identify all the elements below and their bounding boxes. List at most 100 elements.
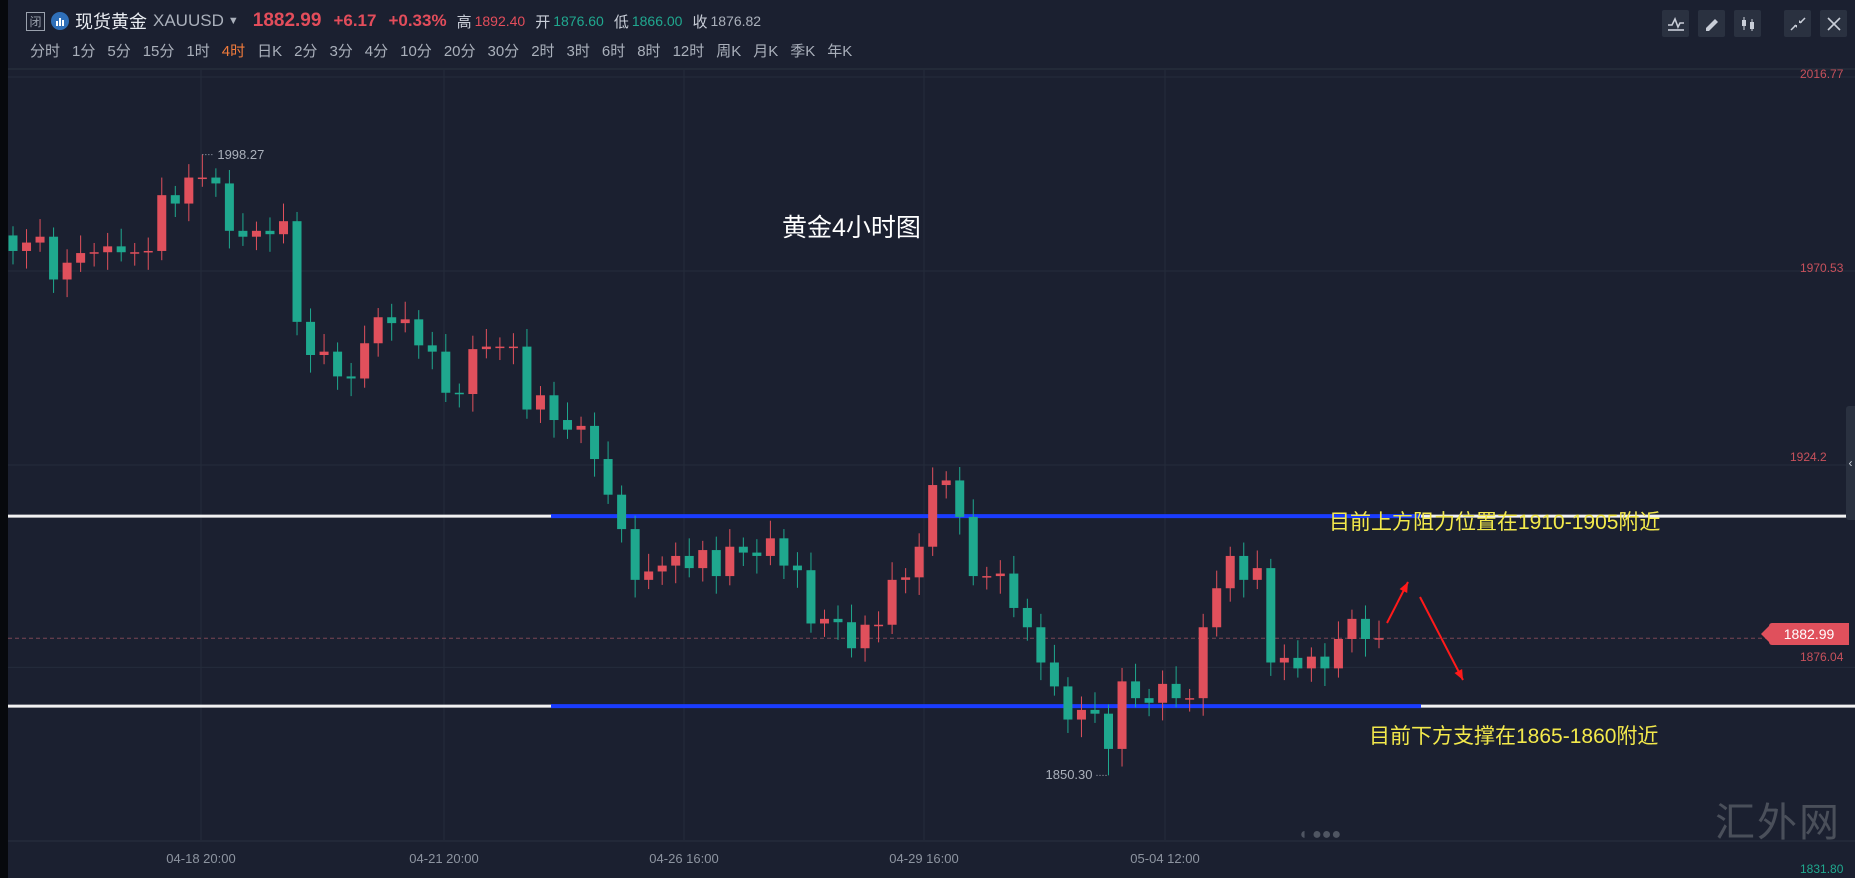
x-axis-label: 04-18 20:00 — [166, 851, 236, 866]
candle-body — [1049, 662, 1059, 687]
logo: ◖ ●●● — [1298, 826, 1342, 843]
candle-body — [684, 555, 694, 569]
timeframe-tab[interactable]: 30分 — [487, 43, 520, 60]
timeframe-tab[interactable]: 季K — [790, 43, 816, 60]
symbol-dropdown-icon[interactable]: ▼ — [227, 15, 239, 27]
chevron-left-icon: ‹ — [1848, 456, 1853, 470]
timeframe-tab[interactable]: 2时 — [531, 43, 555, 60]
candle-body — [995, 573, 1005, 577]
timeframe-tab[interactable]: 1分 — [72, 43, 96, 60]
candle-body — [76, 253, 86, 263]
timeframe-tab[interactable]: 5分 — [107, 43, 131, 60]
indicator-icon — [1667, 16, 1684, 31]
high-value: 1892.40 — [474, 13, 526, 29]
indicator-button[interactable] — [1662, 10, 1689, 37]
timeframe-tab[interactable]: 4分 — [364, 43, 389, 60]
candle-body — [982, 576, 992, 578]
current-price-tag: 1882.99 — [1761, 623, 1849, 645]
min-price-label: 1850.30 — [1045, 767, 1093, 783]
draw-button[interactable] — [1698, 10, 1725, 37]
timeframe-tab[interactable]: 12时 — [672, 43, 705, 60]
candle-body — [1239, 555, 1249, 580]
candle-body — [224, 183, 234, 231]
candle-body — [1347, 618, 1357, 640]
timeframe-tab[interactable]: 2分 — [294, 43, 318, 60]
candle-body — [184, 177, 194, 204]
candle-body — [630, 529, 640, 580]
candle-body — [806, 570, 816, 624]
candle-body — [941, 480, 951, 486]
candle-body — [373, 317, 383, 344]
candle-body — [143, 250, 153, 253]
candle-body — [549, 395, 559, 421]
candle-body — [1198, 627, 1208, 699]
timeframe-tab[interactable]: 日K — [257, 43, 283, 60]
candle-body — [603, 459, 613, 495]
candle-body — [292, 221, 302, 322]
candle-body — [89, 252, 99, 254]
candle-body — [1144, 698, 1154, 703]
timeframe-tab[interactable]: 4时 — [221, 43, 246, 60]
timeframe-tab[interactable]: 10分 — [400, 43, 432, 60]
candle-body — [1320, 656, 1330, 669]
candle-body — [1009, 573, 1019, 608]
candle-body — [468, 349, 478, 395]
candle-body — [671, 555, 681, 566]
candle-body — [819, 618, 829, 624]
timeframe-tab[interactable]: 6时 — [601, 43, 626, 60]
candle-body — [968, 516, 978, 577]
symbol-code[interactable]: XAUUSD — [153, 11, 224, 30]
timeframe-tab[interactable]: 分时 — [30, 43, 61, 60]
candle-body — [211, 177, 221, 184]
timeframe-tab[interactable]: 3分 — [329, 43, 353, 60]
candle-body — [1171, 683, 1181, 699]
collapse-button[interactable] — [1784, 10, 1811, 37]
timeframe-tab[interactable]: 3时 — [566, 43, 590, 60]
price-change: +6.17 — [333, 11, 377, 30]
candle-body — [590, 425, 600, 460]
timeframe-tab[interactable]: 周K — [716, 43, 742, 60]
support-annotation: 目前下方支撑在1865-1860附近 — [1369, 725, 1659, 748]
chart-type-button[interactable] — [1734, 10, 1761, 37]
candle-body — [197, 177, 207, 180]
low-value: 1866.00 — [631, 13, 683, 29]
candle-body — [1360, 618, 1370, 640]
candle-body — [238, 230, 248, 237]
candle-body — [116, 246, 126, 253]
candle-body — [1279, 657, 1289, 663]
x-axis-label: 04-26 16:00 — [649, 851, 719, 866]
close-button[interactable] — [1820, 10, 1847, 37]
candle-body — [563, 420, 573, 430]
x-axis-label: 05-04 12:00 — [1130, 851, 1200, 866]
candle-body — [1022, 607, 1032, 628]
candle-body — [1225, 555, 1235, 589]
candle-body — [1185, 698, 1195, 700]
last-price: 1882.99 — [252, 10, 322, 31]
candle-body — [576, 425, 586, 430]
candle-body — [251, 230, 261, 237]
chart-header: 闭 现货黄金 XAUUSD ▼ 1882.99 +6.17 +0.33% 高 1… — [8, 0, 1855, 70]
candle-body — [35, 236, 45, 243]
candle-body — [752, 552, 762, 556]
candle-body — [765, 538, 775, 556]
x-axis-label: 04-21 20:00 — [409, 851, 479, 866]
resistance-annotation: 目前上方阻力位置在1910-1905附近 — [1329, 511, 1661, 534]
timeframe-tab[interactable]: 15分 — [142, 43, 175, 60]
timeframe-tab[interactable]: 1时 — [186, 43, 210, 60]
candle-body — [711, 550, 721, 577]
timeframe-tab[interactable]: 20分 — [443, 43, 476, 60]
candle-body — [22, 242, 32, 251]
candle-body — [1212, 588, 1222, 628]
timeframe-tab[interactable]: 8时 — [637, 43, 661, 60]
open-label: 开 — [535, 13, 551, 31]
max-price-label: 1998.27 — [217, 146, 265, 162]
side-panel-toggle[interactable]: ‹ — [1846, 406, 1855, 520]
timeframe-tab[interactable]: 年K — [827, 43, 853, 60]
candle-body — [955, 480, 965, 517]
timeframe-tab[interactable]: 月K — [753, 43, 779, 60]
open-value: 1876.60 — [553, 13, 604, 29]
candle-body — [1076, 709, 1086, 720]
candle-body — [427, 345, 437, 352]
y-axis-label: 1876.04 — [1800, 650, 1844, 664]
